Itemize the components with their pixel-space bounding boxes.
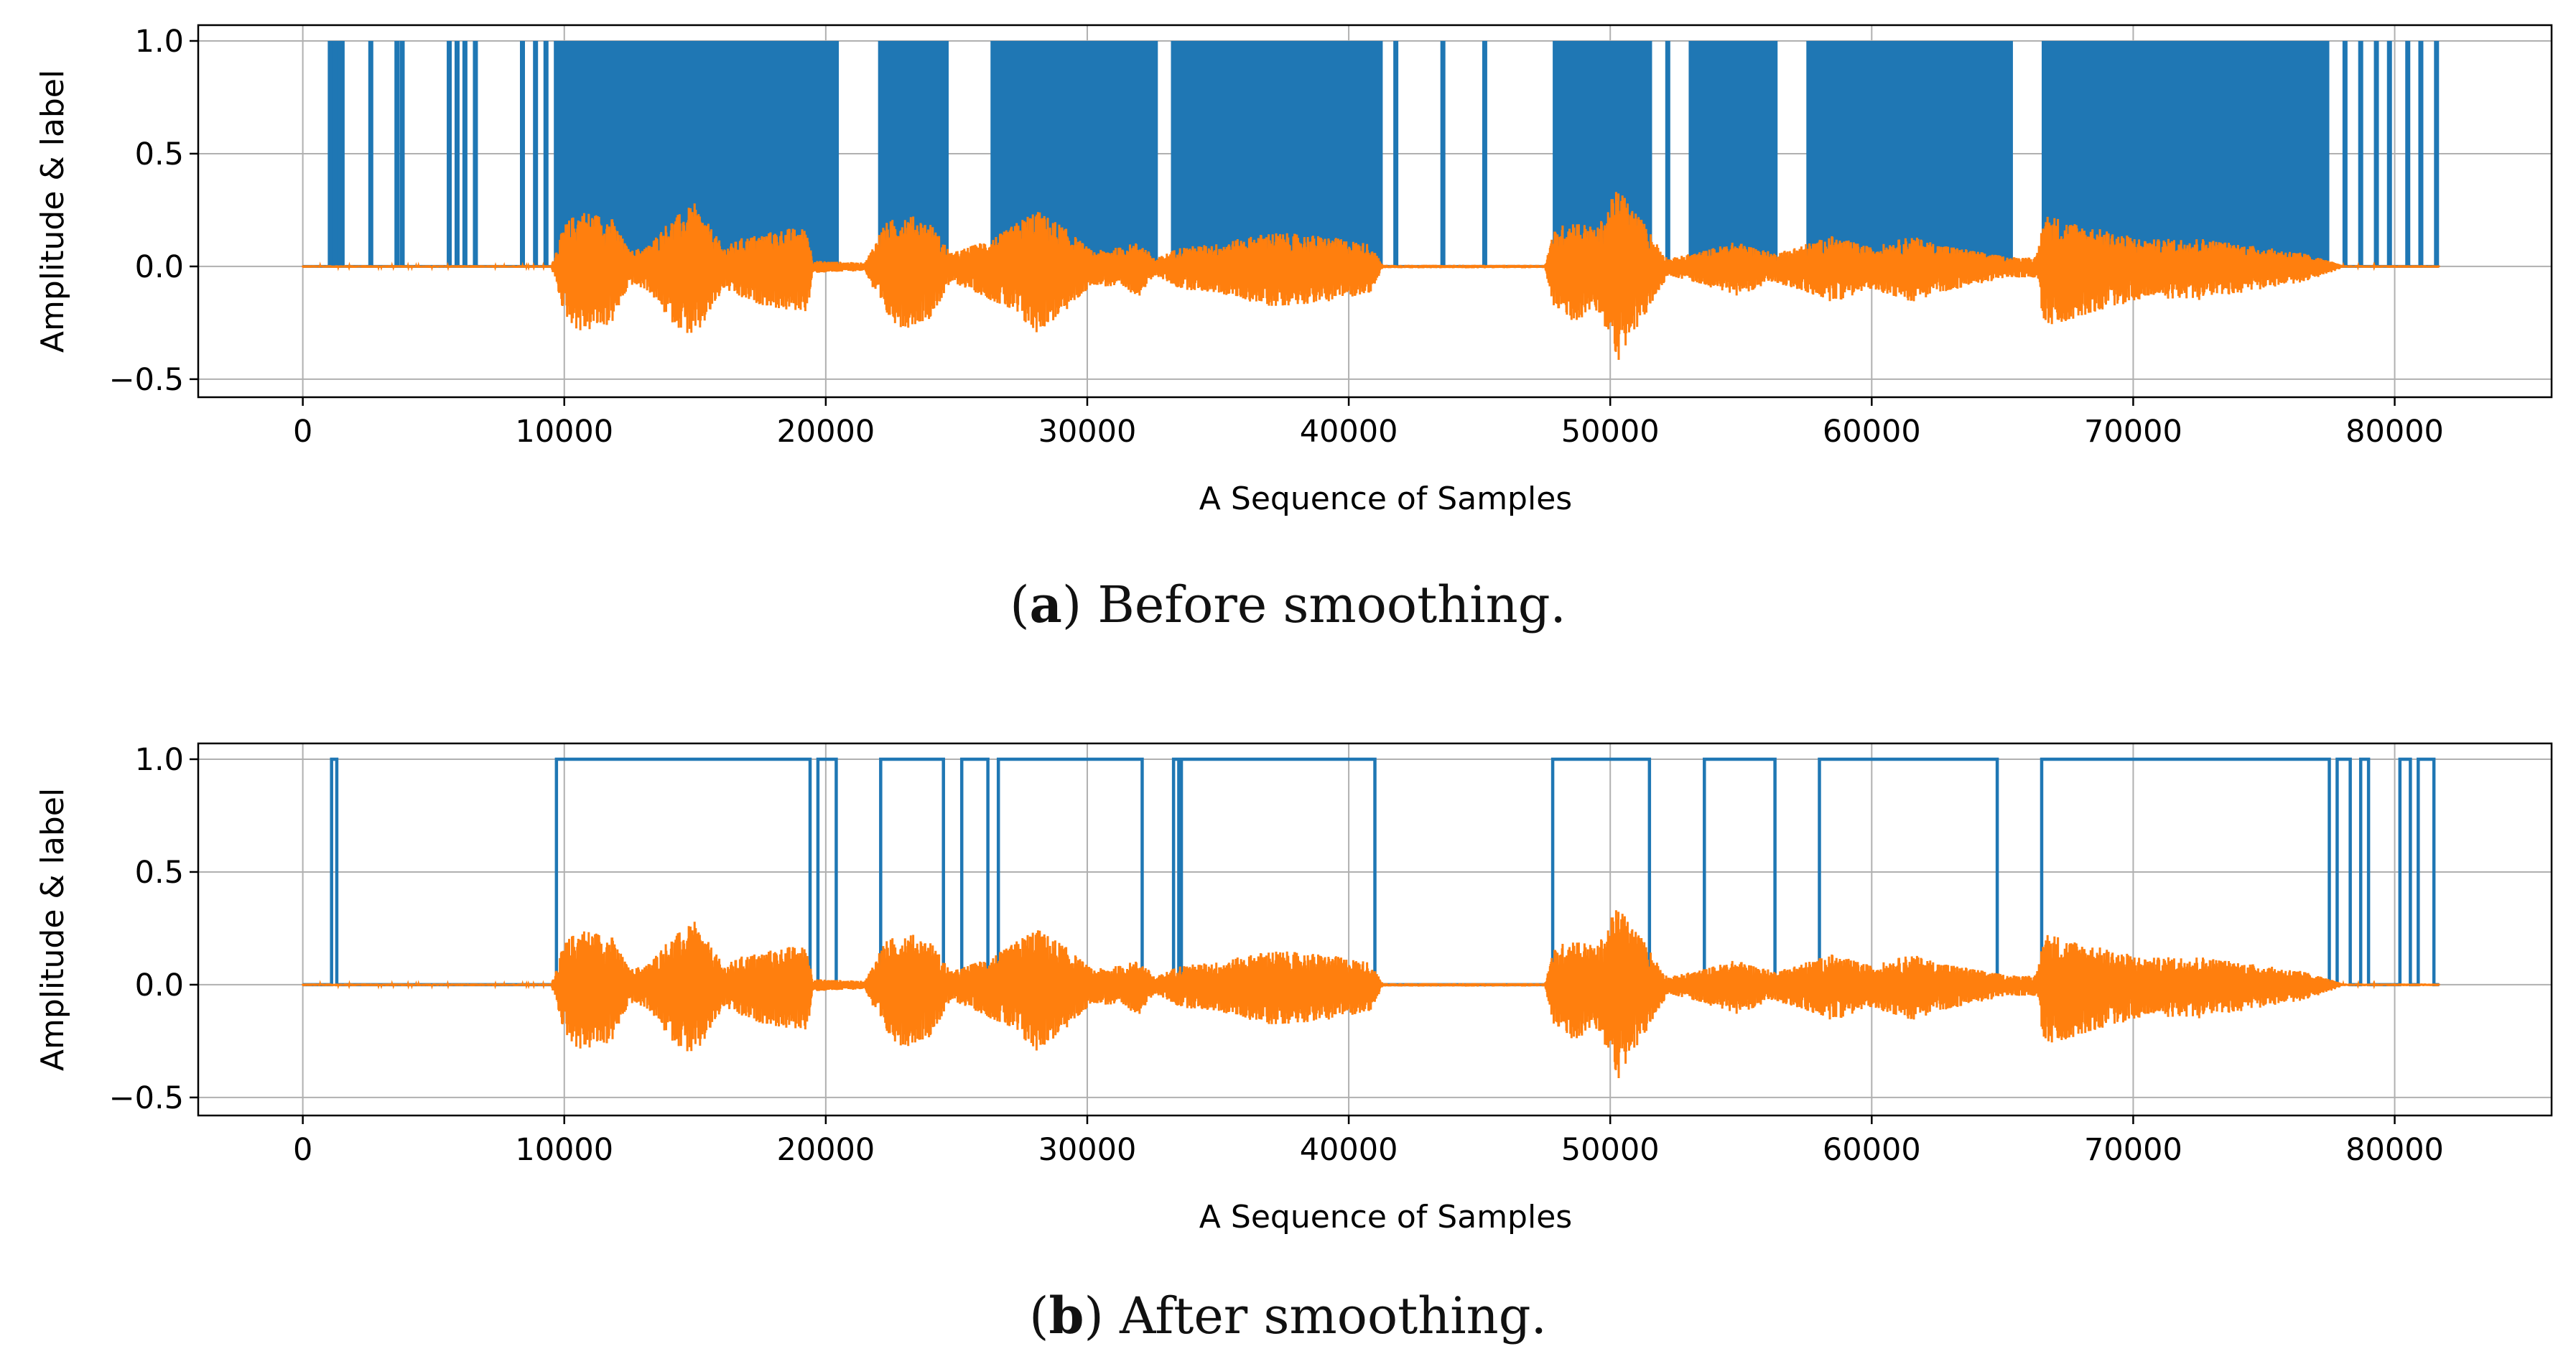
- label-spike-5: [399, 40, 405, 266]
- x-tick-label-8: 80000: [2345, 1132, 2444, 1168]
- x-tick-label-1: 10000: [515, 1132, 613, 1168]
- plot-area: [302, 40, 2440, 361]
- label-spike-6: [447, 40, 452, 266]
- x-axis-title: A Sequence of Samples: [1199, 481, 1572, 517]
- caption-b-letter: b: [1048, 1286, 1084, 1345]
- series-amplitude: [302, 910, 2440, 1079]
- label-spike-16: [1665, 40, 1670, 266]
- label-spike-10: [519, 40, 525, 266]
- y-tick-label-2: 0.5: [135, 136, 184, 172]
- label-spike-2: [338, 40, 343, 266]
- x-tick-label-7: 70000: [2084, 414, 2182, 450]
- caption-a-text: ) Before smoothing.: [1061, 575, 1566, 634]
- x-tick-label-6: 60000: [1823, 414, 1921, 450]
- y-tick-label-1: 0.0: [135, 249, 184, 285]
- caption-b: (b) After smoothing.: [1029, 1286, 1547, 1345]
- panel-b: 0 10000 20000 30000 40000 50000 60000 70000 8000…: [0, 718, 2576, 1359]
- x-tick-label-3: 30000: [1038, 1132, 1137, 1168]
- label-block-6: [1688, 40, 1778, 266]
- label-spike-12: [543, 40, 549, 266]
- x-tick-label-5: 50000: [1561, 1132, 1660, 1168]
- y-tick-label-3: 1.0: [135, 24, 184, 60]
- label-spike-19: [2373, 40, 2379, 266]
- plot-frame: [197, 24, 2553, 399]
- y-tick-label-0: −0.5: [109, 1080, 184, 1116]
- label-spike-0: [327, 40, 333, 266]
- y-tick-label-1: 0.0: [135, 968, 184, 1003]
- panel-a: 0 10000 20000 30000 40000 50000 60000 70000 8000…: [34, 24, 2553, 634]
- x-tick-label-7: 70000: [2084, 1132, 2182, 1168]
- label-spike-18: [2358, 40, 2363, 266]
- x-tick-label-8: 80000: [2345, 414, 2444, 450]
- label-spike-1: [333, 40, 338, 266]
- label-spike-20: [2386, 40, 2392, 266]
- y-axis-title: Amplitude & label: [34, 788, 71, 1071]
- label-spike-15: [1482, 40, 1487, 266]
- x-tick-label-5: 50000: [1561, 414, 1660, 450]
- label-block-8: [2041, 40, 2330, 266]
- amplitude-waveform: [302, 910, 2440, 1079]
- label-block-4: [1171, 40, 1383, 266]
- label-spike-8: [462, 40, 468, 266]
- label-spike-11: [533, 40, 539, 266]
- plot-area: [302, 757, 2440, 1079]
- label-spike-3: [368, 40, 373, 266]
- label-spike-22: [2418, 40, 2424, 266]
- y-tick-label-2: 0.5: [135, 855, 184, 891]
- caption-a-letter: a: [1029, 575, 1062, 634]
- x-tick-label-2: 20000: [776, 1132, 875, 1168]
- caption-a: (a) Before smoothing.: [1010, 575, 1566, 634]
- label-spike-13: [1393, 40, 1399, 266]
- x-tick-label-0: 0: [293, 414, 312, 450]
- x-tick-label-6: 60000: [1823, 1132, 1921, 1168]
- label-spike-17: [2342, 40, 2348, 266]
- x-tick-label-2: 20000: [776, 414, 875, 450]
- amplitude-waveform: [302, 192, 2440, 361]
- label-spike-23: [2434, 40, 2440, 266]
- chart-b: 0 10000 20000 30000 40000 50000 60000 70000 8000…: [34, 742, 2553, 1235]
- chart-a: 0 10000 20000 30000 40000 50000 60000 70000 8000…: [34, 24, 2553, 517]
- series-label: [302, 40, 2440, 268]
- y-tick-label-3: 1.0: [135, 742, 184, 778]
- x-tick-label-1: 10000: [515, 414, 613, 450]
- plot-frame: [197, 742, 2553, 1117]
- label-block-7: [1806, 40, 2013, 266]
- y-tick-label-0: −0.5: [109, 362, 184, 398]
- caption-b-text: ) After smoothing.: [1084, 1286, 1547, 1345]
- label-spike-21: [2405, 40, 2411, 266]
- x-axis-title: A Sequence of Samples: [1199, 1199, 1572, 1235]
- label-spike-7: [454, 40, 460, 266]
- x-tick-label-0: 0: [293, 1132, 312, 1168]
- series-amplitude: [302, 192, 2440, 361]
- x-tick-label-4: 40000: [1300, 1132, 1398, 1168]
- label-spike-9: [473, 40, 478, 266]
- y-axis-title: Amplitude & label: [34, 70, 71, 353]
- label-spike-14: [1440, 40, 1446, 266]
- x-tick-label-3: 30000: [1038, 414, 1137, 450]
- x-tick-label-4: 40000: [1300, 414, 1398, 450]
- label-spike-4: [394, 40, 400, 266]
